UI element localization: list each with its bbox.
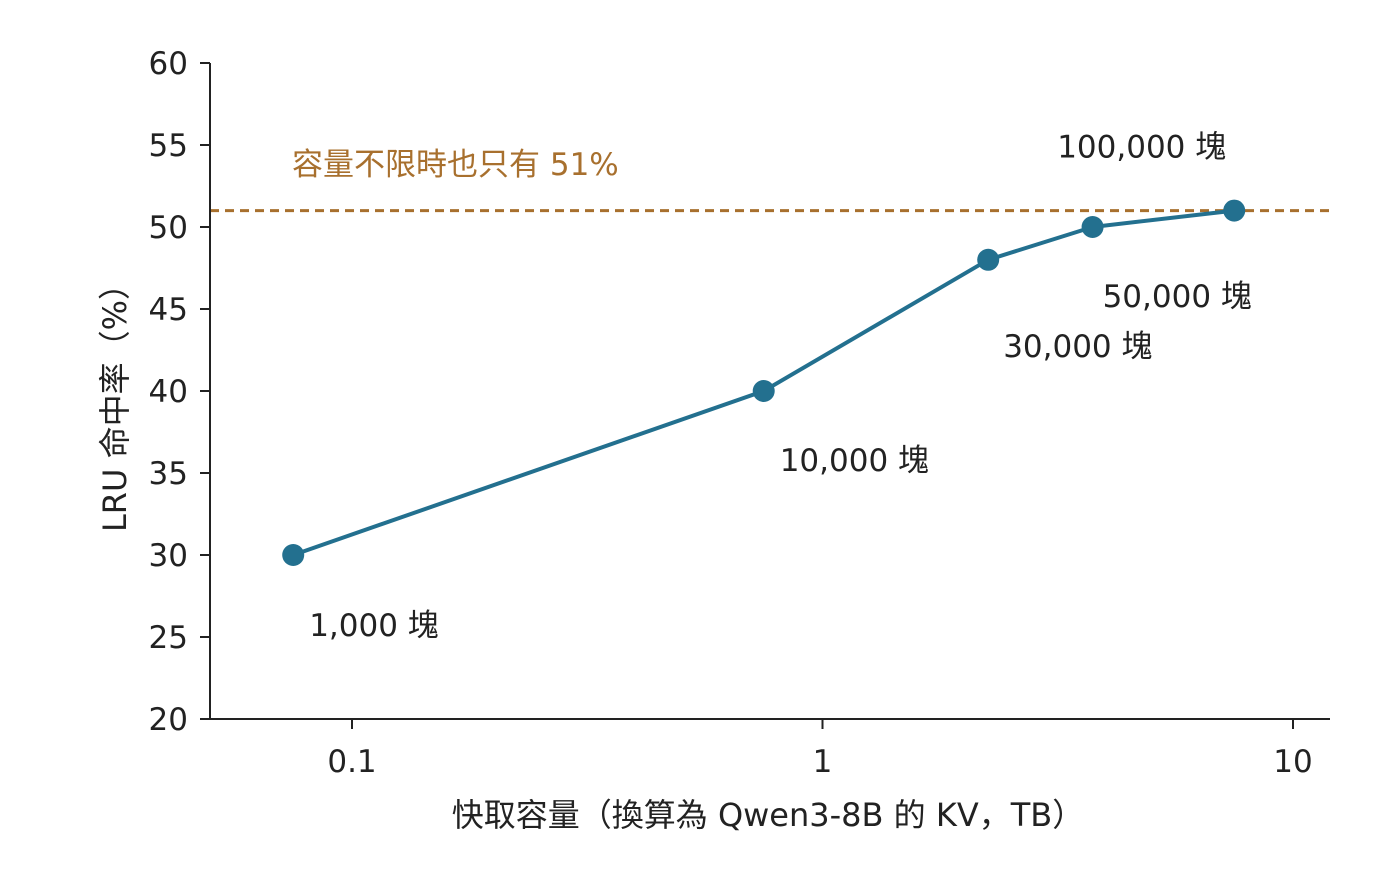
data-point — [1081, 216, 1104, 238]
y-tick-label: 20 — [149, 702, 188, 738]
point-label: 10,000 塊 — [780, 443, 929, 479]
y-axis-title: LRU 命中率（%） — [96, 268, 134, 532]
series-group — [282, 199, 1246, 566]
x-tick-label: 0.1 — [327, 744, 376, 780]
y-tick-label: 60 — [149, 46, 188, 82]
reference-line-label: 容量不限時也只有 51% — [292, 147, 619, 183]
x-tick-label: 10 — [1273, 744, 1312, 780]
point-labels-group: 1,000 塊 10,000 塊 30,000 塊 50,000 塊 100,000 塊 — [309, 130, 1252, 644]
y-tick-label: 50 — [149, 210, 188, 246]
point-label: 30,000 塊 — [1003, 329, 1152, 365]
y-tick-label: 45 — [149, 292, 188, 328]
axes-group: 20 25 30 35 40 45 50 55 60 0.1 1 10 — [149, 46, 1330, 780]
x-tick-label: 1 — [813, 744, 833, 780]
y-tick-label: 25 — [149, 620, 188, 656]
y-tick-label: 35 — [149, 456, 188, 492]
point-label: 1,000 塊 — [309, 608, 439, 644]
y-tick-label: 30 — [149, 538, 188, 574]
data-point — [1223, 199, 1246, 222]
data-point — [977, 248, 1000, 271]
y-tick-label: 55 — [149, 128, 188, 164]
data-point — [752, 380, 775, 402]
x-axis-title: 快取容量（換算為 Qwen3-8B 的 KV，TB） — [452, 796, 1084, 834]
y-tick-label: 40 — [149, 374, 188, 410]
point-label: 50,000 塊 — [1103, 279, 1252, 315]
data-point — [282, 544, 305, 566]
point-label: 100,000 塊 — [1057, 130, 1226, 166]
